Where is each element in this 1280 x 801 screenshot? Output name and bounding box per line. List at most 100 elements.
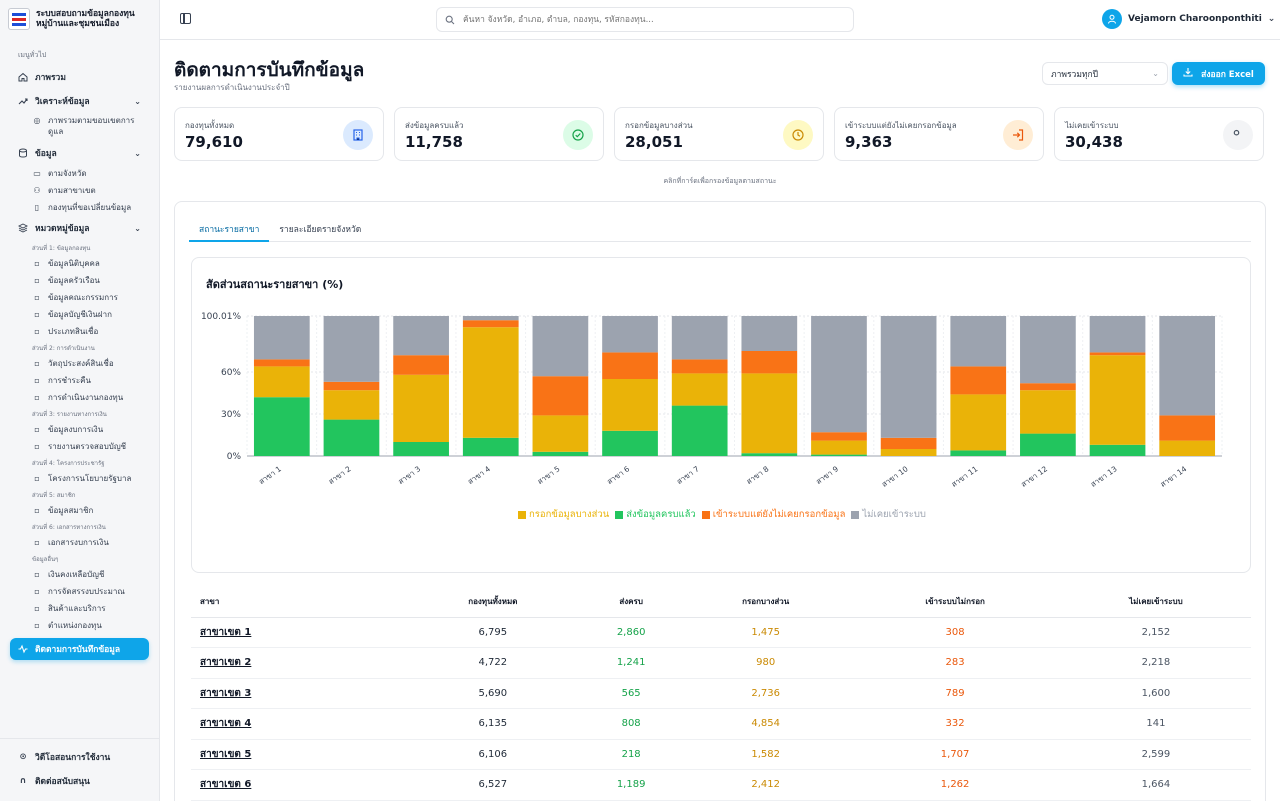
bar-segment[interactable] [393, 355, 449, 375]
app-logo[interactable]: ระบบสอบถามข้อมูลกองทุน หมู่บ้านและชุมชนเ… [0, 0, 159, 38]
user-menu[interactable]: Vejamorn Charoonponthiti ⌄ [1102, 9, 1275, 29]
sidebar-sub-item[interactable]: ▫ การดำเนินงานกองทุน [0, 389, 159, 406]
column-header[interactable]: กรอกบางส่วน [682, 587, 850, 618]
bar-segment[interactable] [1089, 316, 1146, 353]
sidebar-item-video-tutorial[interactable]: ⊙ วิดีโอสอนการใช้งาน [0, 745, 159, 769]
bar-segment[interactable] [1159, 415, 1216, 441]
bar-segment[interactable] [950, 366, 1007, 395]
bar-segment[interactable] [532, 451, 589, 456]
bar-segment[interactable] [741, 316, 798, 351]
bar-segment[interactable] [811, 454, 867, 456]
export-excel-button[interactable]: ส่งออก Excel [1172, 62, 1265, 85]
sidebar-toggle-icon[interactable] [180, 13, 191, 24]
bar-segment[interactable] [602, 316, 658, 353]
column-header[interactable]: สาขา [191, 587, 406, 618]
bar-segment[interactable] [950, 394, 1007, 451]
bar-segment[interactable] [1089, 355, 1146, 445]
sidebar-item-tracking[interactable]: ติดตามการบันทึกข้อมูล [10, 638, 149, 660]
stat-card[interactable]: เข้าระบบแต่ยังไม่เคยกรอกข้อมูล 9,363 [834, 107, 1044, 161]
sidebar-sub-item[interactable]: ▫ เอกสารงบการเงิน [0, 534, 159, 551]
sidebar-item-support[interactable]: ∩ ติดต่อสนับสนุน [0, 769, 159, 793]
search-input[interactable] [463, 14, 823, 25]
bar-segment[interactable] [462, 316, 519, 321]
sidebar-sub-by-branch[interactable]: ⚇ ตามสาขาเขต [33, 186, 96, 195]
sidebar-sub-scope-overview[interactable]: ◎ ภาพรวมตามขอบเขตการ ดูแล [33, 115, 135, 137]
bar-segment[interactable] [602, 352, 658, 379]
bar-segment[interactable] [253, 359, 310, 367]
sidebar-sub-item[interactable]: ▫ โครงการนโยบายรัฐบาล [0, 470, 159, 487]
sidebar-sub-item[interactable]: ▫ การจัดสรรงบประมาณ [0, 583, 159, 600]
bar-segment[interactable] [950, 450, 1007, 456]
sidebar-sub-item[interactable]: ▫ รายงานตรวจสอบบัญชี [0, 438, 159, 455]
bar-segment[interactable] [1089, 352, 1146, 356]
bar-segment[interactable] [671, 316, 728, 360]
bar-segment[interactable] [462, 437, 519, 456]
bar-segment[interactable] [323, 381, 380, 391]
column-header[interactable]: กองทุนทั้งหมด [405, 587, 581, 618]
bar-segment[interactable] [323, 419, 380, 456]
bar-segment[interactable] [1020, 433, 1076, 456]
legend-item[interactable]: ส่งข้อมูลครบแล้ว [615, 507, 696, 522]
legend-item[interactable]: กรอกข้อมูลบางส่วน [518, 507, 609, 522]
column-header[interactable]: เข้าระบบไม่กรอก [849, 587, 1061, 618]
sidebar-sub-item[interactable]: ▫ ข้อมูลนิติบุคคล [0, 255, 159, 272]
bar-segment[interactable] [1020, 390, 1076, 434]
stat-card[interactable]: ไม่เคยเข้าระบบ 30,438 [1054, 107, 1264, 161]
bar-segment[interactable] [393, 374, 449, 442]
bar-segment[interactable] [1020, 383, 1076, 391]
bar-segment[interactable] [880, 316, 937, 438]
legend-item[interactable]: ไม่เคยเข้าระบบ [851, 507, 926, 522]
branch-link[interactable]: สาขาเขต 5 [191, 739, 406, 770]
sidebar-sub-item[interactable]: ▫ วัตถุประสงค์สินเชื่อ [0, 355, 159, 372]
bar-segment[interactable] [462, 327, 519, 438]
sidebar-item-categories[interactable]: หมวดหมู่ข้อมูล ⌄ [0, 216, 159, 240]
bar-segment[interactable] [811, 440, 867, 455]
bar-segment[interactable] [1020, 316, 1076, 384]
branch-link[interactable]: สาขาเขต 1 [191, 617, 406, 648]
column-header[interactable]: ส่งครบ [580, 587, 682, 618]
tab-province-detail[interactable]: รายละเอียดรายจังหวัด [279, 225, 362, 235]
bar-segment[interactable] [532, 316, 589, 377]
branch-link[interactable]: สาขาเขต 2 [191, 647, 406, 679]
search-box[interactable] [436, 7, 854, 32]
bar-segment[interactable] [811, 432, 867, 441]
bar-segment[interactable] [880, 437, 937, 449]
bar-segment[interactable] [393, 316, 449, 356]
sidebar-item-overview[interactable]: ภาพรวม [0, 65, 159, 89]
legend-item[interactable]: เข้าระบบแต่ยังไม่เคยกรอกข้อมูล [701, 507, 845, 522]
sidebar-item-data[interactable]: ข้อมูล ⌄ [0, 141, 159, 165]
sidebar-sub-item[interactable]: ▫ ข้อมูลสมาชิก [0, 502, 159, 519]
sidebar-sub-item[interactable]: ▫ สินค้าและบริการ [0, 600, 159, 617]
period-select[interactable]: ภาพรวมทุกปี ⌄ [1042, 62, 1168, 85]
bar-segment[interactable] [323, 390, 380, 420]
bar-segment[interactable] [950, 316, 1007, 367]
bar-segment[interactable] [532, 415, 589, 452]
bar-segment[interactable] [811, 316, 867, 433]
sidebar-sub-item[interactable]: ▫ ข้อมูลคณะกรรมการ [0, 289, 159, 306]
bar-segment[interactable] [253, 366, 310, 398]
sidebar-sub-item[interactable]: ▫ ประเภทสินเชื่อ [0, 323, 159, 340]
bar-segment[interactable] [741, 373, 798, 454]
bar-segment[interactable] [602, 430, 658, 456]
tab-branch-status[interactable]: สถานะรายสาขา [189, 216, 270, 242]
bar-segment[interactable] [1159, 316, 1216, 416]
bar-segment[interactable] [741, 351, 798, 374]
bar-segment[interactable] [462, 320, 519, 328]
branch-link[interactable]: สาขาเขต 3 [191, 678, 406, 709]
stat-card[interactable]: กองทุนทั้งหมด 79,610 [174, 107, 384, 161]
stat-card[interactable]: กรอกข้อมูลบางส่วน 28,051 [614, 107, 824, 161]
sidebar-item-analysis[interactable]: วิเคราะห์ข้อมูล ⌄ [0, 89, 159, 113]
bar-segment[interactable] [671, 373, 728, 406]
sidebar-sub-item[interactable]: ▫ ตำแหน่งกองทุน [0, 617, 159, 634]
bar-segment[interactable] [253, 316, 310, 360]
sidebar-sub-by-province[interactable]: ▭ ตามจังหวัด [33, 169, 87, 178]
bar-segment[interactable] [253, 397, 310, 456]
bar-segment[interactable] [671, 405, 728, 456]
branch-link[interactable]: สาขาเขต 6 [191, 769, 406, 801]
sidebar-sub-item[interactable]: ▫ เงินคงเหลือบัญชี [0, 566, 159, 583]
bar-segment[interactable] [393, 442, 449, 456]
sidebar-sub-item[interactable]: ▫ ข้อมูลครัวเรือน [0, 272, 159, 289]
bar-segment[interactable] [532, 376, 589, 416]
bar-segment[interactable] [671, 359, 728, 374]
bar-segment[interactable] [602, 379, 658, 431]
